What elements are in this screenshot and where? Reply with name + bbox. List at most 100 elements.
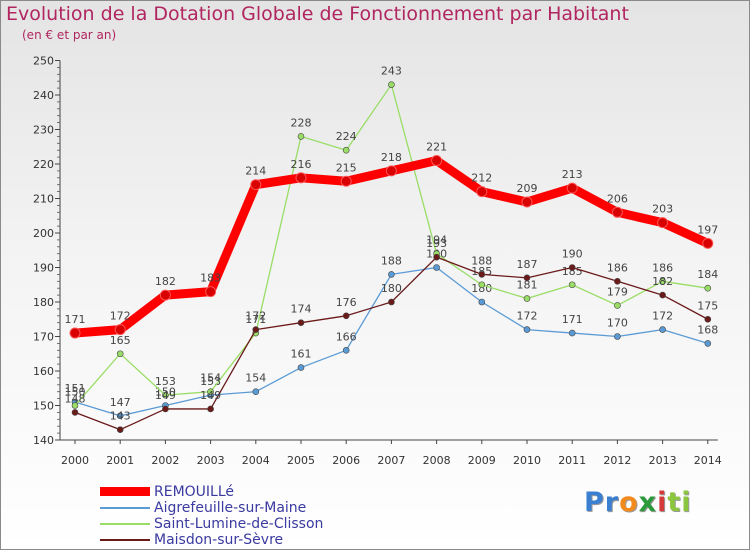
series-point-1-2005 [297,364,305,371]
x-tick-label-2008: 2008 [423,454,451,467]
series-point-3-2004 [252,326,260,333]
series-point-2-2014 [704,284,712,292]
data-label-0-2000: 171 [65,313,86,326]
data-label-2-2013: 186 [652,261,673,274]
series-point-0-2013 [657,217,669,229]
data-label-3-2011: 190 [562,248,583,261]
legend-label-maisdon: Maisdon-sur-Sèvre [154,532,284,548]
series-point-0-2011 [566,182,578,194]
data-label-1-2010: 172 [517,310,538,323]
series-point-2-2012 [614,302,621,309]
y-tick-label-250: 250 [33,55,54,68]
series-point-1-2011 [568,329,576,337]
data-label-0-2003: 183 [200,272,221,285]
data-label-0-2005: 216 [291,158,312,171]
series-point-3-2007 [388,298,395,306]
series-point-0-2009 [476,186,488,198]
data-label-1-2014: 168 [697,323,718,336]
data-label-1-2011: 171 [562,313,583,326]
data-label-3-2005: 174 [291,303,312,316]
x-tick-label-2007: 2007 [377,454,405,467]
series-point-3-2002 [162,405,169,413]
y-tick-label-140: 140 [33,434,54,447]
x-tick-label-2003: 2003 [197,454,225,467]
x-tick-label-2005: 2005 [287,454,315,467]
series-point-1-2014 [704,340,712,347]
x-tick-label-2002: 2002 [151,454,179,467]
series-point-1-2013 [659,326,666,333]
series-point-3-2000 [71,409,79,416]
series-point-2-2010 [523,295,531,302]
series-point-2-2013 [659,277,666,285]
data-label-2-2004: 171 [245,313,266,326]
series-point-1-2008 [433,264,440,271]
data-label-1-2013: 172 [652,310,673,323]
y-tick-label-240: 240 [33,89,54,102]
series-point-0-2005 [295,172,307,184]
series-point-1-2006 [342,346,350,354]
logo-part-4: i [657,487,668,518]
legend-swatch-remouille [100,487,150,496]
chart-subtitle: (en € et par an) [22,28,117,42]
data-label-1-2000: 151 [65,382,86,395]
series-point-0-2007 [385,165,397,177]
logo-part-2: o [619,487,639,518]
y-tick-label-210: 210 [33,193,54,206]
series-point-3-2008 [433,253,440,261]
data-label-0-2001: 172 [110,310,131,323]
data-label-1-2012: 170 [607,317,628,330]
y-tick-label-180: 180 [33,296,54,309]
series-point-2-2007 [388,81,395,88]
series-point-3-2006 [342,312,350,320]
data-label-0-2012: 206 [607,192,628,205]
data-label-3-2002: 149 [155,389,176,402]
series-line-2 [74,84,709,407]
data-label-2-2011: 185 [562,265,583,278]
series-point-3-2011 [568,264,576,271]
series-point-1-2001 [116,412,124,420]
data-label-1-2006: 166 [336,330,357,343]
data-label-1-2001: 147 [110,396,131,409]
data-label-3-2007: 180 [381,282,402,295]
series-point-0-2000 [69,327,81,339]
logo-part-3: x [638,487,658,518]
series-point-1-2009 [478,298,486,306]
series-point-2-2001 [116,350,124,358]
data-label-2-2002: 153 [155,375,176,388]
series-point-2-2011 [568,281,576,289]
x-tick-label-2013: 2013 [649,454,677,467]
x-tick-label-2000: 2000 [61,454,89,467]
y-tick-label-220: 220 [33,158,54,171]
series-point-1-2010 [523,326,531,333]
data-label-3-2001: 143 [110,410,131,423]
data-label-0-2008: 221 [426,141,447,154]
series-point-0-2010 [521,196,533,208]
data-label-2-2010: 181 [517,279,538,292]
x-tick-label-2001: 2001 [106,454,134,467]
series-point-1-2012 [614,333,621,340]
legend-swatch-saint-lumine [100,523,150,525]
series-point-0-2006 [340,175,352,187]
data-label-3-2008: 193 [426,237,447,250]
series-point-2-2000 [71,402,79,409]
series-point-3-2003 [207,405,214,413]
series-point-2-2002 [162,391,169,399]
data-label-3-2014: 175 [697,299,718,312]
data-label-3-2000: 148 [65,392,86,405]
chart-title: Evolution de la Dotation Globale de Fonc… [6,3,629,25]
x-tick-label-2010: 2010 [513,454,541,467]
data-label-3-2012: 186 [607,261,628,274]
logo-part-5: ti [667,487,692,518]
data-label-1-2009: 180 [471,282,492,295]
x-tick-label-2009: 2009 [468,454,496,467]
data-label-2-2006: 224 [336,130,357,143]
data-label-3-2004: 172 [245,310,266,323]
y-tick-label-230: 230 [33,124,54,137]
y-tick-label-160: 160 [33,365,54,378]
data-label-2-2001: 165 [110,334,131,347]
data-label-1-2005: 161 [291,348,312,361]
series-point-0-2004 [250,179,262,191]
series-point-3-2009 [478,271,486,278]
